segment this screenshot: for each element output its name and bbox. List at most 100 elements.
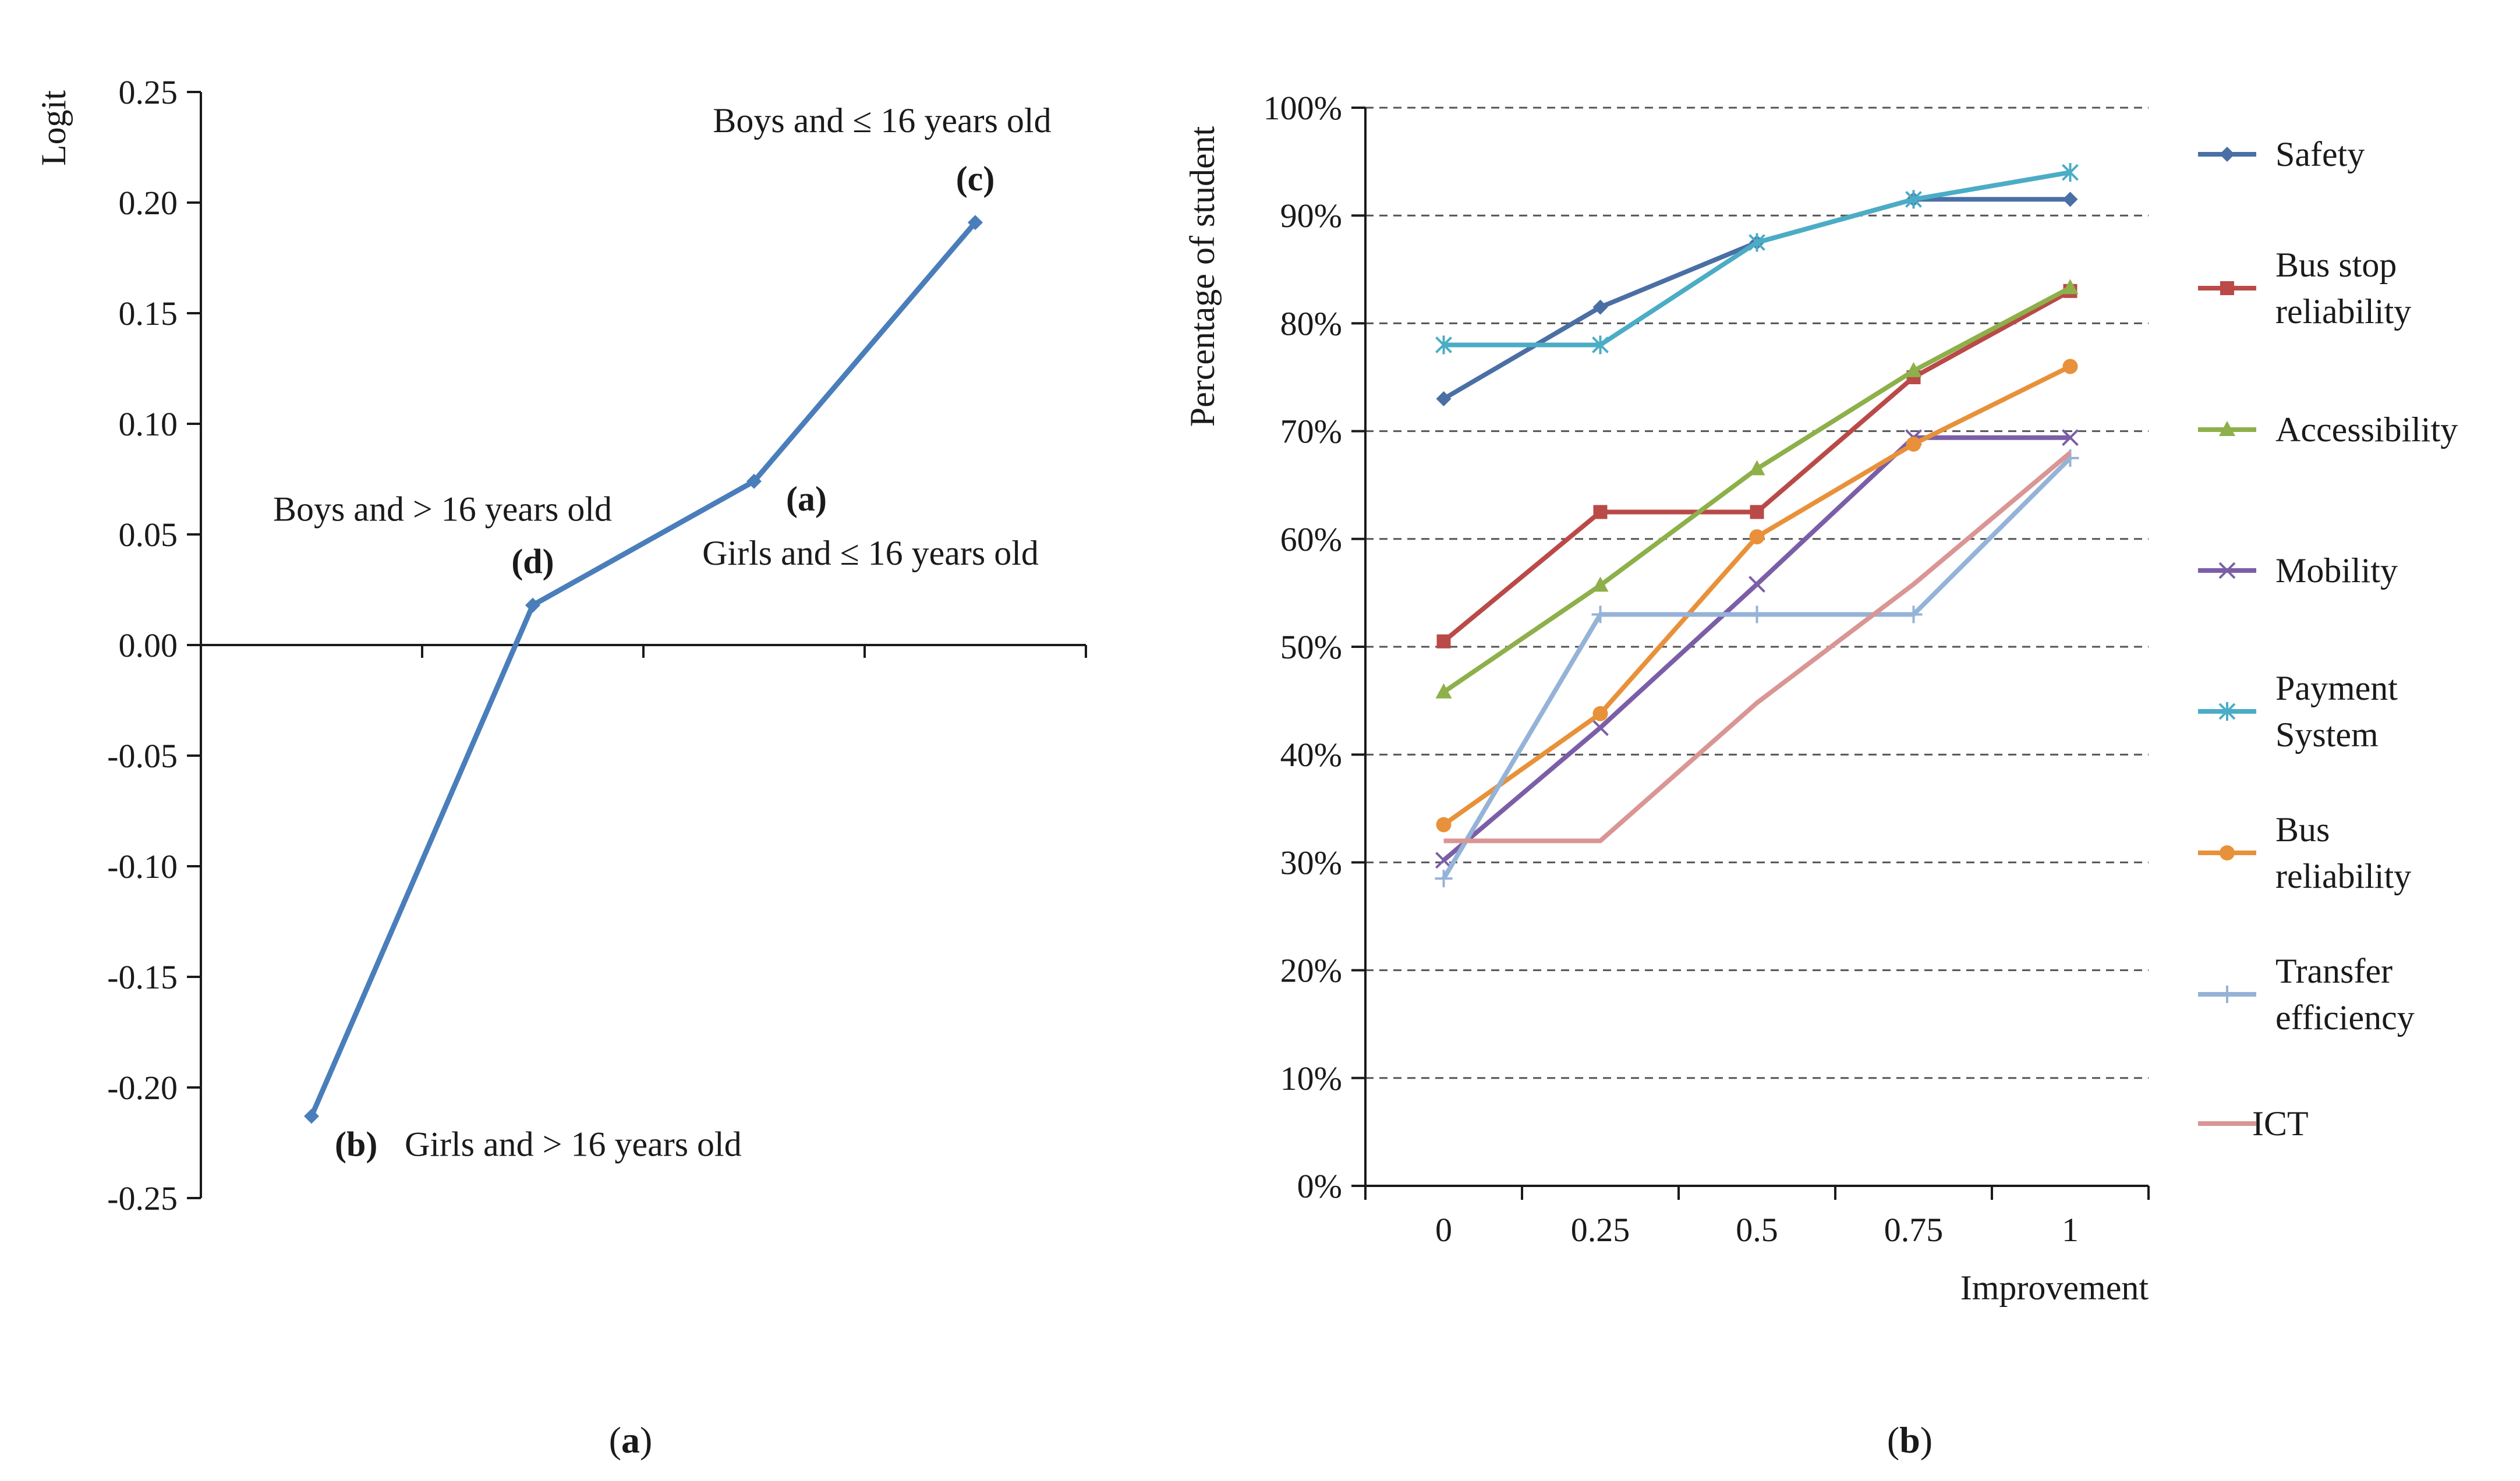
panel-a-y-tick-label: -0.15 — [107, 958, 178, 996]
panel-a-caption-open: ( — [609, 1419, 621, 1461]
series-point-accessibility-3 — [1905, 362, 1922, 377]
series-point-transfer-efficiency-2 — [1748, 605, 1766, 623]
panel-b-x-tick-label: 0.75 — [1884, 1211, 1944, 1249]
series-point-bus-reliability-2 — [1749, 529, 1765, 545]
series-transfer-efficiency — [1435, 449, 2079, 888]
panel-a-point-annotations: (b) Girls and > 16 years old (d) Boys and >… — [273, 101, 1052, 1163]
panel-a-axes — [187, 91, 1087, 1199]
series-point-payment-system-1 — [1592, 335, 1609, 355]
legend-label-bus-reliability-line-0: Bus — [2275, 810, 2330, 849]
panel-b-x-tick-label: 0 — [1435, 1211, 1452, 1249]
panel-b-legend: Safety Bus stop reliability Accessibility Mo… — [2198, 135, 2458, 1143]
panel-a-point-tag-c: (c) — [956, 160, 995, 198]
series-mobility — [1435, 429, 2079, 869]
series-point-mobility-0 — [1435, 852, 1452, 869]
legend-entry-transfer-efficiency: Transfer efficiency — [2198, 952, 2415, 1037]
panel-b-y-tick-label: 90% — [1280, 197, 1342, 235]
panel-a-y-tick-label: -0.25 — [107, 1179, 178, 1217]
panel-a-series-line — [309, 221, 978, 1118]
series-payment-system — [1435, 163, 2079, 355]
panel-a-caption: (a) — [609, 1419, 653, 1461]
panel-a-caption-letter: a — [621, 1419, 640, 1461]
panel-b-caption: (b) — [1887, 1419, 1933, 1461]
panel-b-caption-letter: b — [1899, 1419, 1920, 1461]
panel-a-y-tick-label: 0.10 — [119, 405, 178, 443]
panel-b-y-tick-label: 20% — [1280, 952, 1342, 990]
panel-a-y-tick-label: -0.10 — [107, 848, 178, 885]
panel-b-gridlines — [1365, 107, 2149, 1079]
panel-a-y-tick-label: 0.20 — [119, 184, 178, 222]
panel-a-point-label-a: Girls and ≤ 16 years old — [702, 534, 1039, 572]
panel-a-y-tick-labels: 0.25 0.20 0.15 0.10 0.05 0.00 -0.05 -0.10 -0.15 -… — [107, 73, 178, 1217]
panel-a-y-axis-title: Logit — [34, 90, 73, 166]
series-point-bus-reliability-0 — [1436, 817, 1452, 832]
series-line-ict — [1443, 451, 2072, 844]
panel-a-point-tag-d: (d) — [511, 543, 554, 581]
panel-b-x-axis-title: Improvement — [1960, 1269, 2149, 1307]
legend-label-safety-line-0: Safety — [2275, 135, 2365, 173]
legend-label-payment-system-line-0: Payment — [2275, 669, 2398, 707]
panel-a-y-tick-label: 0.00 — [119, 626, 178, 664]
panel-b-x-tick-label: 0.5 — [1736, 1211, 1778, 1249]
panel-a-point-marker-a — [746, 473, 762, 489]
series-point-transfer-efficiency-3 — [1905, 605, 1923, 623]
legend-label-bus-stop-reliability-line-0: Bus stop — [2275, 246, 2397, 284]
legend-label-ict-line-0: ICT — [2252, 1104, 2309, 1143]
panel-a-logit-chart: Logit 0.25 0.20 0.15 0.10 0.05 0.00 -0.05 -0.10… — [34, 73, 1087, 1461]
series-point-bus-reliability-4 — [2062, 359, 2078, 374]
legend-entry-bus-stop-reliability: Bus stop reliability — [2198, 246, 2411, 331]
series-point-mobility-0-stroke-b — [1435, 852, 1452, 869]
panel-b-x-tick-label: 0.25 — [1571, 1211, 1630, 1249]
panel-a-y-tick-label: -0.20 — [107, 1069, 178, 1107]
panel-a-point-marker-d — [525, 597, 540, 613]
panel-b-y-tick-label: 70% — [1280, 413, 1342, 451]
panel-b-y-tick-label: 0% — [1297, 1167, 1342, 1205]
panel-b-series — [1435, 163, 2079, 888]
series-point-safety-1 — [1592, 299, 1608, 315]
legend-label-bus-reliability-line-1: reliability — [2275, 857, 2411, 895]
legend-entry-payment-system: Payment System — [2198, 669, 2398, 754]
series-point-payment-system-4 — [2062, 163, 2079, 182]
panel-a-point-marker-b — [304, 1108, 319, 1124]
legend-label-mobility-line-0: Mobility — [2275, 551, 2398, 590]
panel-b-y-tick-label: 40% — [1280, 736, 1342, 774]
legend-swatch-marker-bus-reliability — [2220, 845, 2235, 860]
panel-b-y-tick-labels: 0% 10% 20% 30% 40% 50% 60% 70% 80% 90% 100% — [1263, 89, 1342, 1205]
panel-a-y-tick-label: 0.25 — [119, 73, 178, 111]
panel-b-caption-close: ) — [1920, 1419, 1933, 1461]
panel-b-y-tick-label: 60% — [1280, 520, 1342, 558]
panel-b-y-tick-label: 10% — [1280, 1060, 1342, 1097]
panel-b-x-tick-labels: 0 0.25 0.5 0.75 1 — [1435, 1211, 2079, 1249]
legend-entry-safety: Safety — [2198, 135, 2365, 173]
legend-label-transfer-efficiency-line-1: efficiency — [2275, 998, 2415, 1037]
panel-a-point-marker-c — [968, 215, 983, 231]
series-point-payment-system-3 — [1905, 190, 1922, 209]
panel-b-x-tick-label: 1 — [2062, 1211, 2079, 1249]
series-bus-reliability — [1436, 359, 2078, 832]
panel-b-y-tick-label: 30% — [1280, 844, 1342, 881]
legend-entry-accessibility: Accessibility — [2198, 410, 2458, 449]
panel-a-y-tick-label: -0.05 — [107, 737, 178, 775]
panel-a-y-tick-label: 0.15 — [119, 295, 178, 332]
panel-b-y-tick-label: 100% — [1263, 89, 1342, 127]
legend-label-transfer-efficiency-line-0: Transfer — [2275, 952, 2392, 990]
panel-a-point-tag-a: (a) — [786, 480, 827, 518]
panel-a-point-tag-b: (b) — [335, 1125, 377, 1163]
legend-swatch-marker-mobility — [2218, 562, 2236, 579]
legend-swatch-marker-safety — [2220, 147, 2235, 162]
panel-a-series — [304, 215, 983, 1124]
panel-b-y-axis-title: Percentage of student — [1183, 126, 1222, 427]
series-bus-stop-reliability — [1436, 284, 2077, 649]
series-accessibility — [1435, 279, 2079, 699]
series-point-accessibility-1 — [1592, 576, 1609, 592]
panel-b-y-tick-label: 50% — [1280, 628, 1342, 666]
legend-label-bus-stop-reliability-line-1: reliability — [2275, 292, 2411, 331]
series-point-payment-system-2 — [1749, 233, 1765, 252]
series-point-mobility-4-stroke-b — [2062, 429, 2079, 447]
legend-swatch-marker-transfer-efficiency — [2218, 986, 2236, 1003]
panel-b-axes — [1351, 107, 2150, 1200]
panel-b-percentage-chart: Percentage of student 0% 10% 20% 30% 40% 50% 6… — [1183, 89, 2458, 1461]
series-point-mobility-2 — [1749, 576, 1765, 593]
series-point-mobility-1 — [1592, 719, 1609, 736]
